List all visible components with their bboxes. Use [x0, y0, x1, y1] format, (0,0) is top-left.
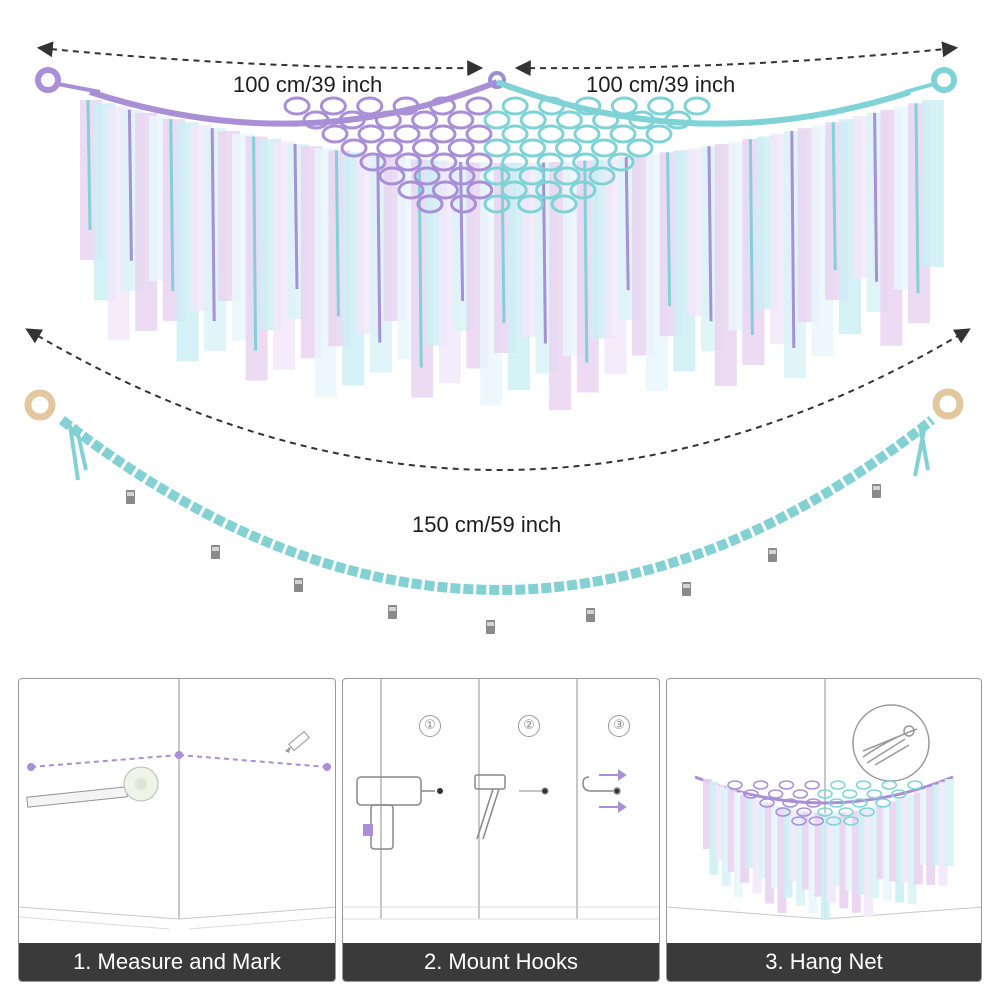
- dimension-label-top-left: 100 cm/39 inch: [233, 72, 383, 97]
- substep-1-badge: ①: [419, 715, 441, 737]
- substep-2-badge: ②: [518, 715, 540, 737]
- hammer-icon: [474, 774, 506, 840]
- direction-arrows-icon: [599, 769, 627, 813]
- tulle-fringe: [80, 99, 944, 410]
- step-panel-hang: 3. Hang Net: [666, 678, 982, 982]
- right-hanging-loop: [904, 67, 957, 94]
- photo-clip-icon: [294, 578, 303, 592]
- left-hanging-loop: [35, 67, 101, 94]
- wooden-ring-right: [932, 388, 964, 420]
- dimension-arrow-bottom: [25, 328, 971, 471]
- photo-clip-icon: [872, 484, 881, 498]
- photo-clip-icon: [486, 620, 495, 634]
- step-label-mount: 2. Mount Hooks: [343, 943, 659, 981]
- macrame-net: [283, 96, 711, 214]
- braided-rope: [58, 416, 936, 595]
- nail-icon: [519, 787, 549, 795]
- photo-clip-icon: [388, 605, 397, 619]
- photo-clip-icon: [126, 490, 135, 504]
- dimension-label-bottom: 150 cm/59 inch: [412, 512, 562, 537]
- drill-icon: [356, 776, 435, 850]
- substep-3-badge: ③: [608, 715, 630, 737]
- photo-clip-icon: [768, 548, 777, 562]
- hook-icon: [582, 776, 621, 795]
- tape-measure-icon: [26, 766, 159, 808]
- photo-clip-icon: [682, 582, 691, 596]
- step-label-hang: 3. Hang Net: [667, 943, 981, 981]
- step-panel-measure: 1. Measure and Mark: [18, 678, 336, 982]
- center-hanging-loop: [488, 71, 506, 89]
- wooden-ring-left: [24, 389, 56, 421]
- step-label-measure: 1. Measure and Mark: [19, 943, 335, 981]
- top-rope-left: [89, 79, 499, 127]
- dimension-label-top-right: 100 cm/39 inch: [586, 72, 736, 97]
- step-panel-mount: ① ② ③ 2. Mount Hooks: [342, 678, 660, 982]
- photo-clip-icon: [586, 608, 595, 622]
- pencil-icon: [285, 730, 310, 753]
- mini-net: [694, 775, 954, 920]
- dimension-arrow-right: [514, 41, 959, 77]
- measure-guide-line: [27, 751, 331, 771]
- photo-clip-icon: [211, 545, 220, 559]
- hook-detail-magnifier: [852, 704, 930, 782]
- product-illustration: [24, 41, 971, 634]
- dimension-arrow-left: [36, 41, 484, 77]
- top-rope-right: [495, 79, 911, 127]
- photo-clips: [126, 484, 881, 634]
